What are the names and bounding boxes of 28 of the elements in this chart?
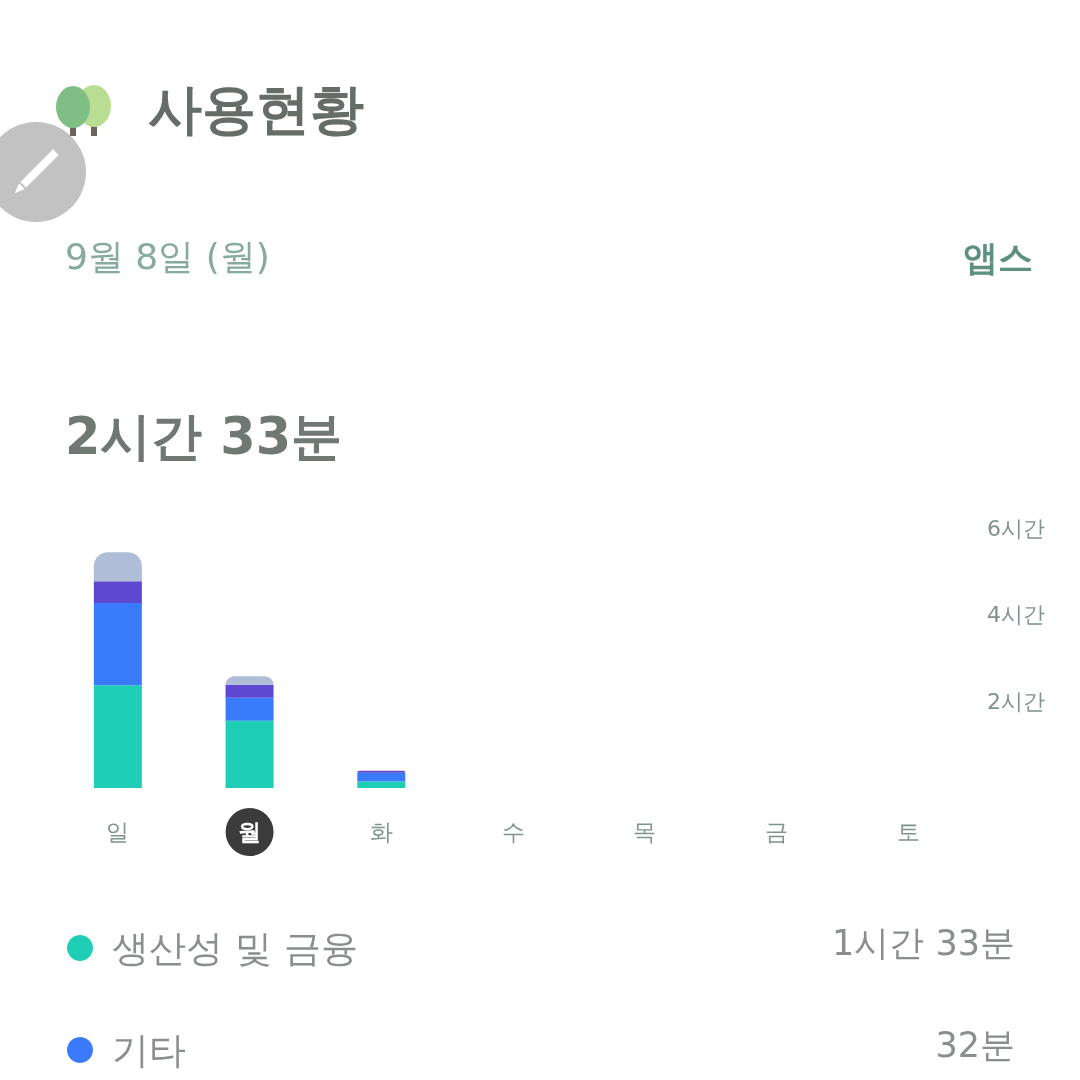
legend-label: 기타: [112, 1028, 186, 1072]
text: 2시간 33분: [65, 406, 343, 468]
bar: [93, 602, 142, 686]
y-tick-label: 4시간: [987, 602, 1045, 628]
text: 32분: [935, 1024, 1015, 1065]
x-tick-label: 금: [764, 819, 788, 845]
bar: [225, 720, 274, 788]
x-tick-label: 월: [238, 819, 262, 845]
legend-label: 생산성 및 금융: [112, 926, 358, 970]
text: 앱스: [963, 237, 1033, 280]
bar: [93, 685, 142, 788]
bar: [225, 684, 274, 698]
y-tick-label: 6시간: [987, 515, 1045, 541]
x-tick-label: 화: [369, 819, 393, 845]
bar: [357, 781, 406, 788]
text: 1시간 33분: [832, 922, 1015, 963]
bar: [225, 697, 274, 721]
chart-title: 사용현황: [148, 77, 364, 143]
x-tick-label: 일: [106, 819, 130, 845]
y-tick-label: 2시간: [987, 688, 1045, 714]
bar: [357, 772, 406, 782]
bar: [93, 581, 142, 603]
x-tick-label: 수: [501, 819, 525, 845]
bar: [93, 552, 142, 582]
x-tick-label: 목: [633, 819, 657, 845]
x-tick-label: 토: [896, 819, 920, 845]
bar: [357, 770, 406, 773]
chart-subtitle: 9월 8일 (월): [65, 235, 270, 279]
